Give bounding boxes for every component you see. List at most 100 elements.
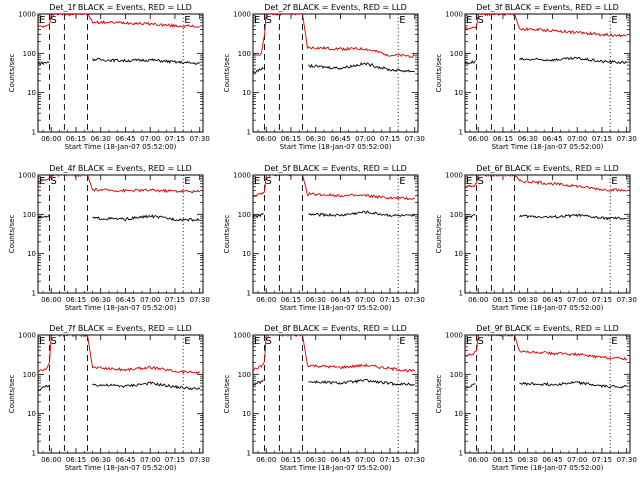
x-tick-label: 07:00 (140, 456, 160, 464)
x-axis-label: Start Time (18-Jan-07 05:52:00) (492, 143, 604, 151)
y-tick-label: 1000 (18, 11, 36, 19)
marker-e: E (466, 15, 472, 26)
x-tick-label: 06:15 (66, 296, 86, 304)
x-tick-label: 07:30 (190, 296, 210, 304)
x-tick-label: 06:45 (542, 456, 562, 464)
x-tick-label: 06:45 (330, 135, 350, 143)
x-tick-label: 07:30 (405, 456, 425, 464)
series-events-line (465, 214, 476, 221)
x-tick-label: 06:15 (493, 296, 513, 304)
panel-title: Det_5f BLACK = Events, RED = LLD (264, 164, 407, 173)
series-events-line (308, 378, 415, 387)
x-tick-label: 06:15 (281, 296, 301, 304)
marker-e: E (611, 336, 617, 347)
x-axis-label: Start Time (18-Jan-07 05:52:00) (65, 464, 177, 472)
y-tick-label: 100 (450, 50, 463, 58)
x-tick-label: 06:15 (66, 456, 86, 464)
x-tick-label: 06:30 (91, 135, 111, 143)
y-axis-label: Counts/sec (223, 375, 231, 414)
x-tick-label: 06:45 (115, 135, 135, 143)
x-tick-label: 07:15 (592, 135, 612, 143)
x-tick-label: 07:30 (617, 296, 637, 304)
y-tick-label: 100 (23, 211, 36, 219)
series-events-line (519, 380, 628, 389)
y-tick-label: 100 (23, 371, 36, 379)
x-tick-label: 07:00 (140, 135, 160, 143)
series-events-line (465, 59, 476, 65)
x-axis-label: Start Time (18-Jan-07 05:52:00) (492, 464, 604, 472)
y-tick-label: 10 (27, 250, 36, 258)
x-tick-label: 07:15 (165, 135, 185, 143)
y-tick-label: 10 (454, 410, 463, 418)
marker-e: E (611, 176, 617, 187)
y-tick-label: 1 (247, 129, 251, 137)
panel-title: Det_4f BLACK = Events, RED = LLD (49, 164, 192, 173)
detector-panel-8: Det_8f BLACK = Events, RED = LLD 1 10 100 10… (223, 324, 425, 472)
marker-s: S (478, 15, 484, 26)
y-tick-label: 100 (23, 50, 36, 58)
x-tick-label: 07:15 (380, 456, 400, 464)
x-tick-label: 06:15 (493, 135, 513, 143)
x-tick-label: 07:00 (355, 296, 375, 304)
marker-e: E (254, 15, 260, 26)
y-axis-label: Counts/sec (223, 54, 231, 93)
x-tick-label: 06:30 (91, 296, 111, 304)
y-tick-label: 1 (459, 450, 463, 458)
x-tick-label: 07:00 (140, 296, 160, 304)
marker-e: E (184, 15, 190, 26)
series-lld-line (253, 335, 416, 373)
x-tick-label: 06:00 (41, 135, 61, 143)
x-tick-label: 07:15 (380, 296, 400, 304)
x-tick-label: 07:00 (355, 135, 375, 143)
y-tick-label: 1000 (445, 332, 463, 340)
series-events-line (38, 213, 50, 220)
plot-frame (37, 174, 204, 294)
x-tick-label: 06:45 (542, 135, 562, 143)
marker-e: E (466, 176, 472, 187)
x-tick-label: 06:45 (115, 296, 135, 304)
marker-e: E (399, 176, 405, 187)
panel-title: Det_9f BLACK = Events, RED = LLD (476, 324, 619, 333)
marker-e: E (184, 336, 190, 347)
series-lld-line (465, 14, 627, 38)
x-tick-label: 06:45 (542, 296, 562, 304)
y-tick-label: 100 (238, 371, 251, 379)
y-tick-label: 1000 (445, 172, 463, 180)
detector-panel-3: Det_3f BLACK = Events, RED = LLD 1 10 100 10… (435, 3, 637, 151)
x-tick-label: 07:15 (165, 296, 185, 304)
x-tick-label: 06:30 (306, 135, 326, 143)
plot-frame (252, 13, 419, 133)
y-tick-label: 10 (27, 89, 36, 97)
x-tick-label: 07:15 (592, 296, 612, 304)
y-tick-label: 1 (247, 290, 251, 298)
series-lld-line (465, 335, 628, 361)
plot-frame (252, 334, 419, 454)
detector-panel-6: Det_6f BLACK = Events, RED = LLD 1 10 100 10… (435, 164, 637, 312)
marker-s: S (266, 15, 272, 26)
series-lld-line (465, 175, 627, 192)
panel-title: Det_8f BLACK = Events, RED = LLD (264, 324, 407, 333)
marker-e: E (39, 176, 45, 187)
y-tick-label: 100 (450, 371, 463, 379)
x-tick-label: 07:30 (190, 456, 210, 464)
x-tick-label: 06:30 (306, 296, 326, 304)
x-tick-label: 07:30 (405, 296, 425, 304)
series-events-line (519, 213, 627, 221)
panel-title: Det_3f BLACK = Events, RED = LLD (476, 3, 619, 12)
x-tick-label: 06:15 (493, 456, 513, 464)
x-tick-label: 07:15 (592, 456, 612, 464)
panel-title: Det_6f BLACK = Events, RED = LLD (476, 164, 619, 173)
series-lld-line (38, 335, 201, 375)
x-tick-label: 06:15 (281, 135, 301, 143)
marker-e: E (254, 176, 260, 187)
series-events-line (38, 61, 50, 66)
y-tick-label: 10 (242, 250, 251, 258)
x-tick-label: 07:30 (190, 135, 210, 143)
series-events-line (92, 381, 201, 391)
detector-panel-9: Det_9f BLACK = Events, RED = LLD 1 10 100 10… (435, 324, 637, 472)
marker-s: S (51, 15, 57, 26)
panel-title: Det_1f BLACK = Events, RED = LLD (49, 3, 192, 12)
y-tick-label: 1000 (18, 172, 36, 180)
x-tick-label: 06:00 (256, 456, 276, 464)
y-tick-label: 10 (242, 89, 251, 97)
